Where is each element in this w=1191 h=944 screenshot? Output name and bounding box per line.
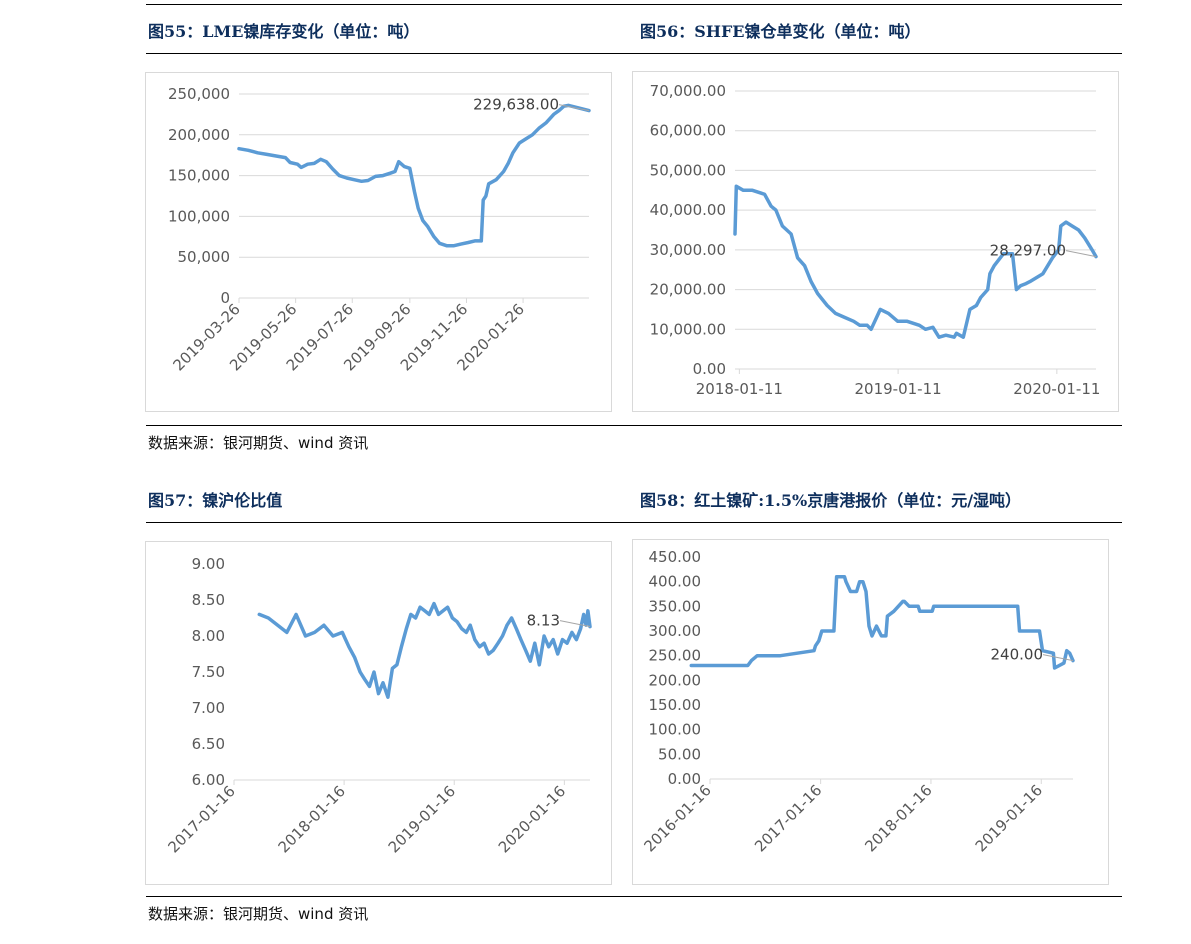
chart-svg: 050,000100,000150,000200,000250,0002019-… — [168, 85, 591, 374]
x-tick-label: 2018-01-16 — [861, 781, 935, 855]
y-tick-label: 70,000.00 — [650, 82, 726, 100]
data-label-last-value: 8.13 — [527, 612, 560, 630]
y-tick-label: 7.00 — [192, 699, 225, 717]
y-tick-label: 60,000.00 — [650, 122, 726, 140]
y-tick-label: 50,000 — [178, 248, 231, 266]
y-tick-label: 150,000 — [168, 167, 230, 185]
chart-lme-nickel-stock: 0 50,000 100,000 150,000 200,000 250,000 2019-… — [145, 72, 612, 412]
annotation-leader — [558, 104, 590, 112]
y-tick-label: 0.00 — [668, 770, 701, 788]
y-tick-label: 450.00 — [649, 548, 702, 566]
y-tick-label: 50,000.00 — [650, 161, 726, 179]
y-tick-label: 8.00 — [192, 627, 225, 645]
series-line — [689, 574, 1075, 670]
x-tick-label: 2020-01-16 — [495, 782, 569, 856]
y-tick-label: 0 — [220, 289, 230, 307]
y-tick-label: 6.00 — [192, 771, 225, 789]
y-tick-label: 6.50 — [192, 735, 225, 753]
y-tick-label: 300.00 — [649, 622, 702, 640]
data-label-last-value: 229,638.00 — [473, 96, 559, 114]
y-tick-label: 100.00 — [649, 721, 702, 739]
annotation-leader — [1065, 250, 1097, 258]
chart-title-shfe-warrants: 图56：SHFE镍仓单变化（单位：吨） — [640, 22, 921, 41]
x-tick-label: 2018-01-16 — [275, 782, 349, 856]
y-tick-label: 200.00 — [649, 671, 702, 689]
x-tick-label: 2019-01-16 — [385, 782, 459, 856]
y-tick-label: 8.50 — [192, 591, 225, 609]
x-tick-label: 2017-01-16 — [751, 781, 825, 855]
y-tick-label: 150.00 — [649, 696, 702, 714]
series-line — [237, 103, 591, 248]
y-tick-label: 250.00 — [649, 647, 702, 665]
source-rule-bottom — [146, 896, 1122, 897]
source-rule-top — [146, 425, 1122, 426]
chart-title-lme-stock: 图55：LME镍库存变化（单位：吨） — [148, 22, 420, 41]
x-tick-label: 2019-01-16 — [972, 781, 1046, 855]
chart-title-laterite-price: 图58：红土镍矿:1.5%京唐港报价（单位：元/湿吨） — [640, 491, 1022, 510]
chart-laterite-ore-price: 0.00 50.00 100.00 150.00 200.00 250.00 300.00 3… — [632, 539, 1109, 885]
x-tick-label: 2018-01-11 — [696, 380, 783, 398]
chart-svg: 0.00 10,000.00 20,000.00 30,000.00 40,000.00… — [650, 82, 1101, 398]
y-tick-label: 350.00 — [649, 597, 702, 615]
title-rule-top — [146, 53, 1122, 54]
data-label-last-value: 28,297.00 — [990, 242, 1066, 260]
y-tick-label: 10,000.00 — [650, 320, 726, 338]
y-tick-label: 9.00 — [192, 555, 225, 573]
y-tick-label: 400.00 — [649, 573, 702, 591]
chart-shfe-nickel-warrants: 0.00 10,000.00 20,000.00 30,000.00 40,000.00… — [632, 71, 1119, 412]
data-source-bottom: 数据来源：银河期货、wind 资讯 — [148, 905, 369, 923]
x-tick-label: 2019-01-11 — [855, 380, 942, 398]
chart-nickel-ratio: 6.00 6.50 7.00 7.50 8.00 8.50 9.00 2017-01-16 20… — [145, 541, 612, 885]
data-source-top: 数据来源：银河期货、wind 资讯 — [148, 434, 369, 452]
chart-title-ratio: 图57：镍沪伦比值 — [148, 491, 283, 510]
x-tick-label: 2016-01-16 — [640, 781, 714, 855]
y-tick-label: 20,000.00 — [650, 281, 726, 299]
x-tick-label: 2017-01-16 — [164, 782, 238, 856]
top-rule — [146, 4, 1122, 5]
series-line — [257, 601, 592, 699]
y-tick-label: 250,000 — [168, 85, 230, 103]
y-tick-label: 100,000 — [168, 207, 230, 225]
annotation-leader — [559, 620, 591, 628]
chart-svg: 6.00 6.50 7.00 7.50 8.00 8.50 9.00 2017-01-16 20… — [164, 555, 592, 856]
y-tick-label: 30,000.00 — [650, 241, 726, 259]
chart-svg: 0.00 50.00 100.00 150.00 200.00 250.00 300.00 3… — [640, 548, 1075, 855]
y-tick-label: 0.00 — [693, 360, 726, 378]
series-line — [733, 184, 1098, 339]
y-tick-label: 50.00 — [658, 745, 701, 763]
x-tick-label: 2020-01-11 — [1013, 380, 1100, 398]
y-tick-label: 200,000 — [168, 126, 230, 144]
title-rule-bottom — [146, 522, 1122, 523]
y-tick-label: 7.50 — [192, 663, 225, 681]
data-label-last-value: 240.00 — [991, 646, 1044, 664]
y-tick-label: 40,000.00 — [650, 201, 726, 219]
annotation-leader — [1042, 654, 1074, 662]
